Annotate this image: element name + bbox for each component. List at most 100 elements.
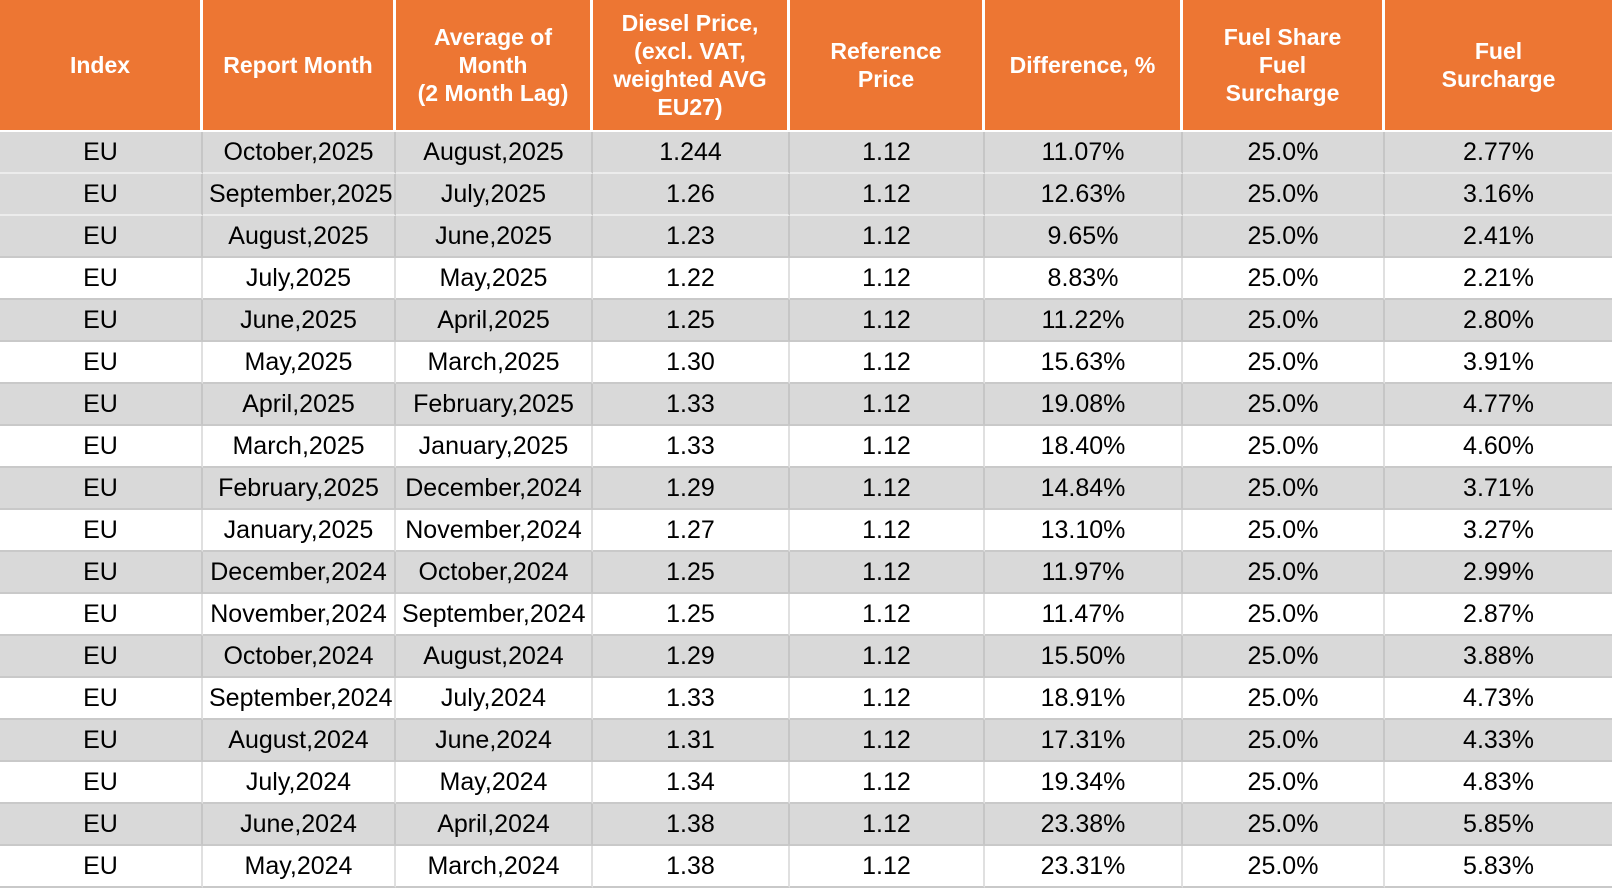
cell-reference-price: 1.12 (790, 594, 985, 636)
cell-average-of-month: May,2025 (396, 258, 593, 300)
cell-diesel-price: 1.31 (593, 720, 790, 762)
cell-difference: 14.84% (985, 468, 1183, 510)
cell-index: EU (0, 132, 203, 174)
cell-index: EU (0, 594, 203, 636)
cell-difference: 8.83% (985, 258, 1183, 300)
column-header-reference-price: Reference Price (790, 0, 985, 132)
table-body: EU October,2025 August,2025 1.244 1.12 11.07%… (0, 132, 1612, 888)
cell-diesel-price: 1.29 (593, 468, 790, 510)
cell-difference: 11.97% (985, 552, 1183, 594)
table-row: EU June,2025 April,2025 1.25 1.12 11.22% 25.0%… (0, 300, 1612, 342)
cell-report-month: July,2024 (203, 762, 396, 804)
cell-report-month: October,2025 (203, 132, 396, 174)
cell-index: EU (0, 636, 203, 678)
cell-index: EU (0, 384, 203, 426)
cell-average-of-month: February,2025 (396, 384, 593, 426)
table-row: EU December,2024 October,2024 1.25 1.12 11.97… (0, 552, 1612, 594)
cell-reference-price: 1.12 (790, 762, 985, 804)
cell-average-of-month: March,2025 (396, 342, 593, 384)
table-row: EU October,2025 August,2025 1.244 1.12 11.07%… (0, 132, 1612, 174)
cell-index: EU (0, 762, 203, 804)
cell-reference-price: 1.12 (790, 846, 985, 888)
cell-index: EU (0, 426, 203, 468)
column-header-difference: Difference, % (985, 0, 1183, 132)
cell-fuel-surcharge: 2.77% (1385, 132, 1612, 174)
cell-report-month: March,2025 (203, 426, 396, 468)
header-row: Index Report Month Average of Month (2 Mon… (0, 0, 1612, 132)
column-header-diesel-price: Diesel Price, (excl. VAT, weighted AVG E… (593, 0, 790, 132)
cell-report-month: November,2024 (203, 594, 396, 636)
table-row: EU April,2025 February,2025 1.33 1.12 19.08% 2… (0, 384, 1612, 426)
cell-report-month: June,2025 (203, 300, 396, 342)
cell-average-of-month: April,2025 (396, 300, 593, 342)
cell-fuel-share-fuel-surcharge: 25.0% (1183, 636, 1385, 678)
cell-fuel-surcharge: 4.77% (1385, 384, 1612, 426)
cell-difference: 13.10% (985, 510, 1183, 552)
table-row: EU May,2024 March,2024 1.38 1.12 23.31% 25.0% 5… (0, 846, 1612, 888)
cell-fuel-surcharge: 3.71% (1385, 468, 1612, 510)
cell-diesel-price: 1.23 (593, 216, 790, 258)
cell-fuel-surcharge: 3.91% (1385, 342, 1612, 384)
cell-average-of-month: August,2025 (396, 132, 593, 174)
table-row: EU July,2025 May,2025 1.22 1.12 8.83% 25.0% 2.2… (0, 258, 1612, 300)
cell-difference: 15.50% (985, 636, 1183, 678)
table-row: EU February,2025 December,2024 1.29 1.12 14.8… (0, 468, 1612, 510)
cell-difference: 23.31% (985, 846, 1183, 888)
cell-diesel-price: 1.30 (593, 342, 790, 384)
cell-fuel-share-fuel-surcharge: 25.0% (1183, 384, 1385, 426)
cell-fuel-share-fuel-surcharge: 25.0% (1183, 552, 1385, 594)
cell-reference-price: 1.12 (790, 510, 985, 552)
cell-reference-price: 1.12 (790, 132, 985, 174)
table-row: EU September,2025 July,2025 1.26 1.12 12.63% 2… (0, 174, 1612, 216)
column-header-report-month: Report Month (203, 0, 396, 132)
cell-reference-price: 1.12 (790, 426, 985, 468)
cell-diesel-price: 1.33 (593, 678, 790, 720)
table-row: EU August,2025 June,2025 1.23 1.12 9.65% 25.0%… (0, 216, 1612, 258)
cell-average-of-month: December,2024 (396, 468, 593, 510)
cell-index: EU (0, 678, 203, 720)
cell-difference: 12.63% (985, 174, 1183, 216)
cell-fuel-share-fuel-surcharge: 25.0% (1183, 594, 1385, 636)
cell-fuel-share-fuel-surcharge: 25.0% (1183, 720, 1385, 762)
cell-average-of-month: September,2024 (396, 594, 593, 636)
cell-report-month: August,2024 (203, 720, 396, 762)
column-header-average-of-month: Average of Month (2 Month Lag) (396, 0, 593, 132)
cell-fuel-surcharge: 4.83% (1385, 762, 1612, 804)
cell-index: EU (0, 216, 203, 258)
cell-report-month: October,2024 (203, 636, 396, 678)
cell-fuel-share-fuel-surcharge: 25.0% (1183, 300, 1385, 342)
cell-difference: 19.08% (985, 384, 1183, 426)
cell-difference: 11.22% (985, 300, 1183, 342)
cell-difference: 17.31% (985, 720, 1183, 762)
cell-fuel-share-fuel-surcharge: 25.0% (1183, 426, 1385, 468)
column-header-index: Index (0, 0, 203, 132)
cell-reference-price: 1.12 (790, 468, 985, 510)
cell-diesel-price: 1.22 (593, 258, 790, 300)
cell-reference-price: 1.12 (790, 720, 985, 762)
cell-report-month: August,2025 (203, 216, 396, 258)
cell-reference-price: 1.12 (790, 678, 985, 720)
cell-reference-price: 1.12 (790, 300, 985, 342)
cell-diesel-price: 1.27 (593, 510, 790, 552)
cell-diesel-price: 1.25 (593, 594, 790, 636)
cell-difference: 9.65% (985, 216, 1183, 258)
cell-report-month: June,2024 (203, 804, 396, 846)
cell-fuel-share-fuel-surcharge: 25.0% (1183, 342, 1385, 384)
cell-average-of-month: May,2024 (396, 762, 593, 804)
cell-fuel-share-fuel-surcharge: 25.0% (1183, 216, 1385, 258)
cell-difference: 19.34% (985, 762, 1183, 804)
table-row: EU May,2025 March,2025 1.30 1.12 15.63% 25.0% 3… (0, 342, 1612, 384)
cell-reference-price: 1.12 (790, 258, 985, 300)
cell-diesel-price: 1.33 (593, 426, 790, 468)
cell-index: EU (0, 510, 203, 552)
cell-diesel-price: 1.26 (593, 174, 790, 216)
cell-reference-price: 1.12 (790, 552, 985, 594)
cell-difference: 18.91% (985, 678, 1183, 720)
cell-fuel-share-fuel-surcharge: 25.0% (1183, 846, 1385, 888)
cell-fuel-share-fuel-surcharge: 25.0% (1183, 762, 1385, 804)
cell-fuel-share-fuel-surcharge: 25.0% (1183, 804, 1385, 846)
cell-reference-price: 1.12 (790, 636, 985, 678)
cell-report-month: May,2025 (203, 342, 396, 384)
cell-fuel-surcharge: 3.27% (1385, 510, 1612, 552)
